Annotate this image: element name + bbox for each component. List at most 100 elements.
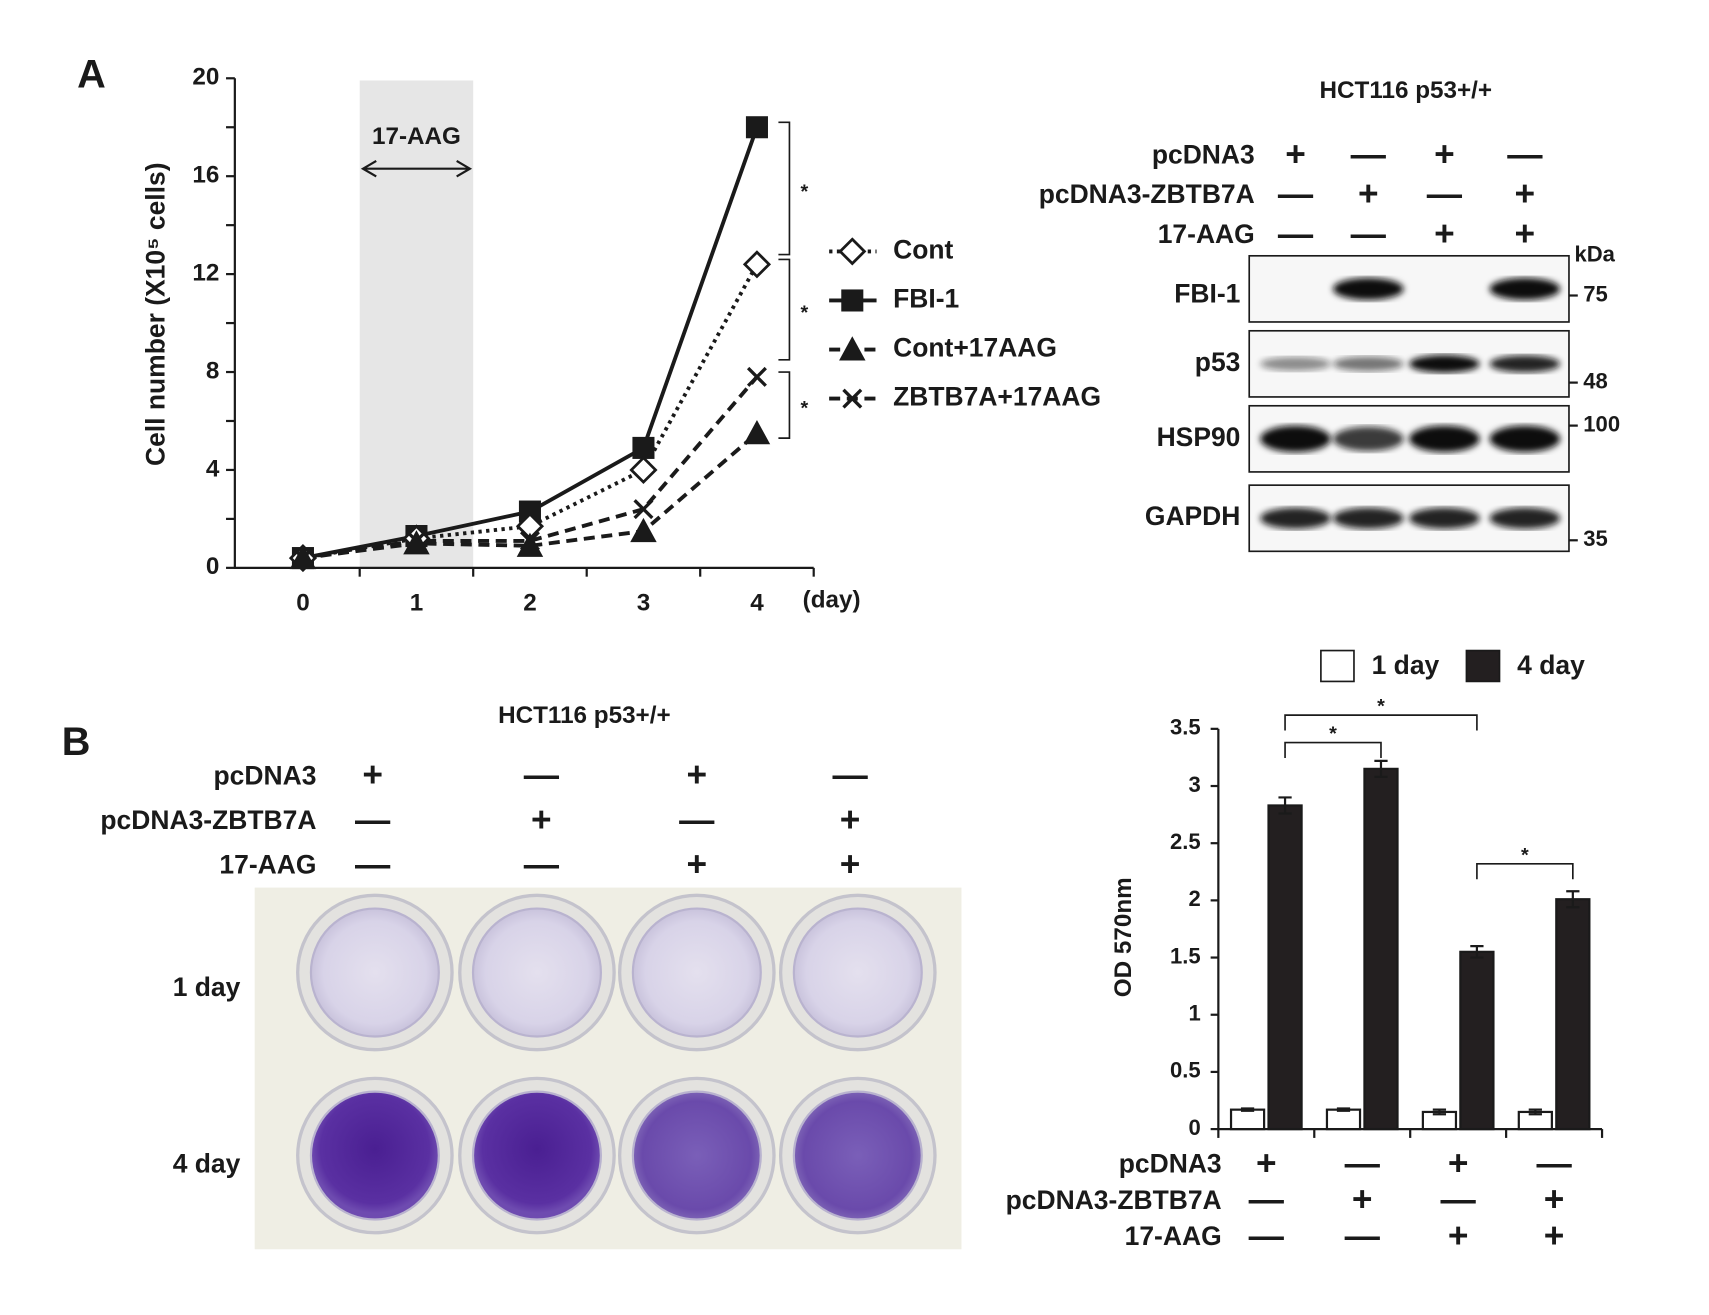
plate-title: HCT116 p53+/+ bbox=[498, 702, 671, 729]
significance-bracket bbox=[1284, 714, 1478, 731]
condition-sign: — bbox=[1536, 1144, 1572, 1183]
error-bar bbox=[1374, 759, 1388, 778]
panel-letter: B bbox=[62, 720, 91, 764]
condition-sign: + bbox=[1448, 1217, 1469, 1256]
marker-label: 48 bbox=[1583, 368, 1608, 393]
legend-label: 1 day bbox=[1372, 650, 1440, 680]
condition-sign: — bbox=[1345, 1217, 1381, 1256]
x-tick-label: 1 bbox=[410, 590, 423, 617]
blot-band bbox=[1333, 507, 1404, 529]
condition-sign: + bbox=[687, 845, 708, 884]
blot-band bbox=[1333, 277, 1404, 300]
data-point bbox=[629, 455, 658, 485]
y-tick-label: 1 bbox=[1188, 1001, 1200, 1026]
series-line bbox=[302, 431, 759, 560]
condition-label: 17-AAG bbox=[1158, 219, 1255, 249]
blot-band bbox=[1409, 425, 1480, 453]
x-tick-label: 2 bbox=[523, 590, 536, 617]
bar bbox=[1325, 1108, 1362, 1131]
bar bbox=[1459, 950, 1495, 1131]
condition-sign: + bbox=[1515, 214, 1536, 253]
y-tick-label: 0.5 bbox=[1170, 1058, 1201, 1083]
condition-sign: + bbox=[1285, 135, 1306, 174]
y-tick-label: 8 bbox=[206, 357, 219, 384]
condition-sign: — bbox=[832, 756, 868, 795]
condition-sign: + bbox=[840, 800, 861, 839]
y-tick-label: 3 bbox=[1188, 772, 1200, 797]
error-bar bbox=[1432, 1108, 1447, 1116]
y-tick-label: 4 bbox=[206, 455, 220, 482]
error-bar bbox=[1240, 1107, 1255, 1112]
well bbox=[471, 1090, 603, 1221]
data-point bbox=[633, 499, 654, 520]
condition-sign: — bbox=[1427, 175, 1463, 214]
condition-sign: + bbox=[531, 800, 552, 839]
bar bbox=[1267, 804, 1303, 1131]
well bbox=[471, 907, 603, 1038]
condition-sign: + bbox=[1434, 214, 1455, 253]
condition-label: pcDNA3 bbox=[214, 760, 317, 790]
significance-label: * bbox=[1377, 696, 1385, 718]
y-tick-label: 20 bbox=[192, 64, 219, 91]
condition-sign: — bbox=[1278, 214, 1314, 253]
well bbox=[309, 1090, 440, 1221]
well bbox=[631, 1090, 762, 1221]
legend-marker bbox=[842, 388, 863, 409]
blot-band bbox=[1260, 507, 1331, 529]
condition-sign: + bbox=[840, 845, 861, 884]
condition-sign: — bbox=[355, 800, 391, 839]
y-tick-label: 0 bbox=[1188, 1115, 1200, 1140]
legend-label: Cont+17AAG bbox=[893, 333, 1057, 363]
condition-sign: + bbox=[1434, 135, 1455, 174]
data-point bbox=[630, 517, 657, 543]
data-point bbox=[743, 419, 771, 445]
x-tick-label: 3 bbox=[637, 590, 650, 617]
condition-label: pcDNA3-ZBTB7A bbox=[1006, 1185, 1222, 1215]
significance-bracket bbox=[778, 371, 791, 439]
y-tick-label: 2 bbox=[1188, 886, 1200, 911]
condition-label: 17-AAG bbox=[219, 850, 316, 880]
legend-label: Cont bbox=[893, 234, 953, 264]
legend-marker bbox=[838, 237, 867, 266]
condition-sign: — bbox=[524, 845, 560, 884]
significance-label: * bbox=[800, 181, 808, 203]
x-axis-label: (day) bbox=[803, 586, 861, 613]
y-tick-label: 2.5 bbox=[1170, 829, 1201, 854]
legend-swatch bbox=[1465, 649, 1501, 683]
legend-label: ZBTB7A+17AAG bbox=[893, 382, 1101, 412]
blot-title: HCT116 p53+/+ bbox=[1320, 77, 1493, 104]
y-tick-label: 0 bbox=[206, 553, 219, 580]
significance-label: * bbox=[1521, 844, 1529, 866]
significance-bracket bbox=[778, 258, 791, 361]
error-bar bbox=[1528, 1108, 1542, 1116]
axes bbox=[233, 78, 814, 569]
panel-letter: A bbox=[77, 53, 106, 97]
legend-label: 4 day bbox=[1517, 650, 1585, 680]
condition-sign: — bbox=[1351, 135, 1387, 174]
legend-marker bbox=[841, 289, 864, 312]
condition-sign: — bbox=[1507, 135, 1543, 174]
bar bbox=[1229, 1108, 1266, 1131]
treatment-shade bbox=[359, 80, 474, 568]
condition-label: 17-AAG bbox=[1125, 1221, 1222, 1251]
blot-band bbox=[1489, 277, 1561, 300]
blot-band bbox=[1333, 356, 1404, 372]
significance-bracket bbox=[778, 121, 791, 256]
data-point bbox=[746, 366, 767, 387]
y-tick-label: 3.5 bbox=[1170, 715, 1201, 740]
marker-label: 75 bbox=[1583, 281, 1608, 306]
data-point bbox=[516, 532, 544, 557]
marker-label: 100 bbox=[1583, 411, 1620, 436]
blot-band bbox=[1333, 426, 1404, 452]
data-point bbox=[742, 250, 772, 279]
y-tick-label: 16 bbox=[192, 162, 219, 189]
well bbox=[309, 907, 440, 1038]
plate-row-label: 4 day bbox=[173, 1148, 241, 1178]
condition-sign: + bbox=[687, 756, 708, 795]
well bbox=[792, 907, 923, 1038]
condition-sign: — bbox=[1249, 1180, 1285, 1219]
condition-sign: + bbox=[362, 756, 383, 795]
condition-label: pcDNA3-ZBTB7A bbox=[100, 805, 316, 835]
blot-band bbox=[1260, 425, 1331, 453]
